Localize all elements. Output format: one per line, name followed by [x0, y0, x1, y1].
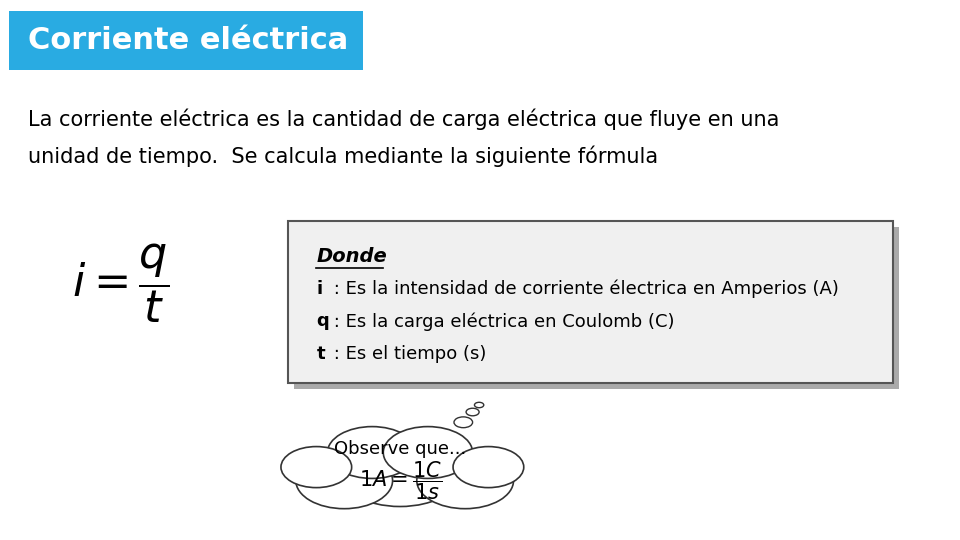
Text: La corriente eléctrica es la cantidad de carga eléctrica que fluye en una: La corriente eléctrica es la cantidad de… [28, 108, 780, 130]
Text: unidad de tiempo.  Se calcula mediante la siguiente fórmula: unidad de tiempo. Se calcula mediante la… [28, 146, 658, 167]
Text: q: q [316, 312, 329, 330]
Circle shape [383, 427, 472, 478]
Text: $1A = \dfrac{1C}{1s}$: $1A = \dfrac{1C}{1s}$ [358, 460, 442, 502]
Circle shape [454, 417, 472, 428]
Text: : Es el tiempo (s): : Es el tiempo (s) [328, 345, 487, 363]
Text: Corriente eléctrica: Corriente eléctrica [28, 26, 348, 55]
Circle shape [337, 433, 464, 507]
Text: $i = \dfrac{q}{t}$: $i = \dfrac{q}{t}$ [72, 241, 170, 326]
Circle shape [296, 453, 393, 509]
Text: t: t [316, 345, 324, 363]
Circle shape [453, 447, 524, 488]
Circle shape [417, 453, 514, 509]
Circle shape [281, 447, 351, 488]
Circle shape [467, 408, 479, 416]
Circle shape [327, 427, 417, 478]
Text: : Es la intensidad de corriente électrica en Amperios (A): : Es la intensidad de corriente électric… [328, 280, 839, 298]
Text: i: i [316, 280, 323, 298]
Text: Observe que...: Observe que... [334, 440, 467, 458]
FancyBboxPatch shape [10, 11, 363, 70]
Text: Donde: Donde [316, 247, 387, 266]
Text: : Es la carga eléctrica en Coulomb (C): : Es la carga eléctrica en Coulomb (C) [328, 312, 675, 330]
FancyBboxPatch shape [288, 221, 893, 383]
Circle shape [474, 402, 484, 408]
FancyBboxPatch shape [294, 227, 899, 389]
